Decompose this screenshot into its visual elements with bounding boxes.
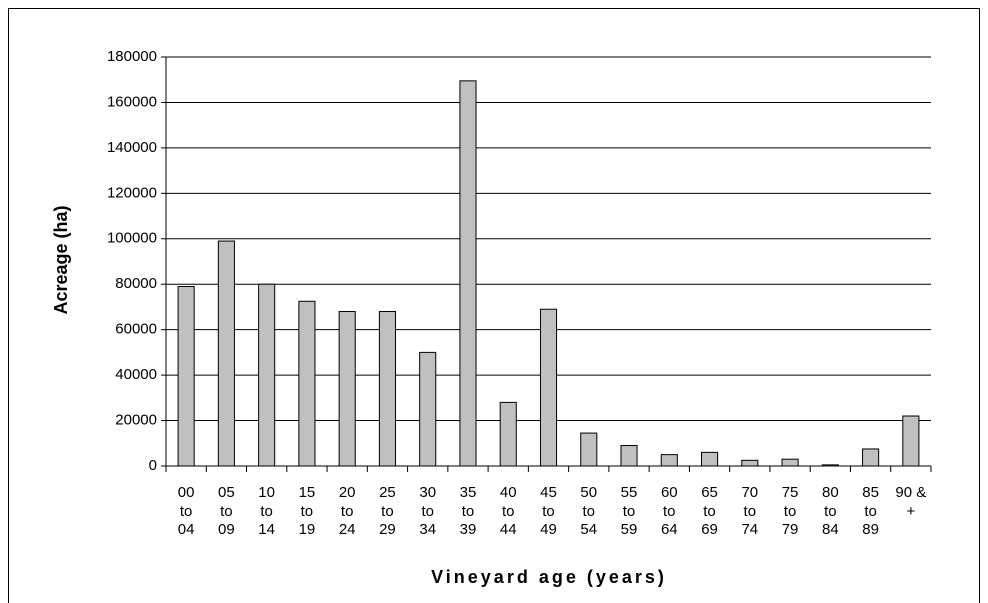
x-tick-label: 90 & + xyxy=(895,484,927,520)
x-tick-label: 30 to 34 xyxy=(419,484,437,538)
x-tick-label: 75 to 79 xyxy=(781,484,799,538)
x-tick-label: 15 to 19 xyxy=(298,484,316,538)
bar xyxy=(862,448,880,467)
x-tick-label: 65 to 69 xyxy=(701,484,718,538)
frame xyxy=(8,8,980,603)
bar xyxy=(298,300,316,467)
x-tick-label: 10 to 14 xyxy=(258,484,275,538)
x-tick-label: 85 to 89 xyxy=(862,484,879,538)
x-tick-label: 45 to 49 xyxy=(540,484,557,538)
bar xyxy=(177,285,195,467)
y-tick-label: 0 xyxy=(149,457,157,474)
bar xyxy=(620,445,638,467)
bar xyxy=(258,283,276,467)
x-tick-label: 00 to 04 xyxy=(177,484,195,538)
y-tick-label: 80000 xyxy=(115,275,157,292)
x-tick-label: 50 to 54 xyxy=(580,484,598,538)
x-axis-title: Vineyard age (years) xyxy=(431,567,667,587)
bar xyxy=(459,80,477,467)
bar xyxy=(580,432,598,467)
bar xyxy=(338,310,356,467)
bar xyxy=(781,458,799,467)
y-tick-label: 140000 xyxy=(107,139,157,156)
bar xyxy=(741,459,759,467)
bar xyxy=(217,240,235,467)
bar xyxy=(499,401,517,467)
x-tick-label: 20 to 24 xyxy=(338,484,356,538)
x-tick-label: 70 to 74 xyxy=(741,484,759,538)
bar xyxy=(539,308,558,467)
y-tick-label: 40000 xyxy=(115,366,157,383)
x-tick-label: 60 to 64 xyxy=(660,484,678,538)
x-tick-label: 80 to 84 xyxy=(821,484,839,538)
bar xyxy=(378,310,397,467)
bar xyxy=(419,351,437,467)
y-tick-label: 60000 xyxy=(115,321,157,338)
x-tick-label: 55 to 59 xyxy=(620,484,638,538)
y-tick-label: 180000 xyxy=(107,48,157,65)
y-tick-label: 160000 xyxy=(107,93,157,110)
y-tick-label: 100000 xyxy=(107,230,157,247)
y-tick-label: 20000 xyxy=(115,412,157,429)
bar xyxy=(902,415,920,467)
x-tick-label: 25 to 29 xyxy=(379,484,396,538)
bar xyxy=(660,454,678,467)
x-tick-label: 05 to 09 xyxy=(218,484,235,538)
y-axis-title: Acreage (ha) xyxy=(51,205,71,314)
x-tick-label: 35 to 39 xyxy=(459,484,477,538)
x-tick-label: 40 to 44 xyxy=(499,484,517,538)
bar xyxy=(701,451,719,467)
bar xyxy=(821,464,839,467)
y-tick-label: 120000 xyxy=(107,184,157,201)
